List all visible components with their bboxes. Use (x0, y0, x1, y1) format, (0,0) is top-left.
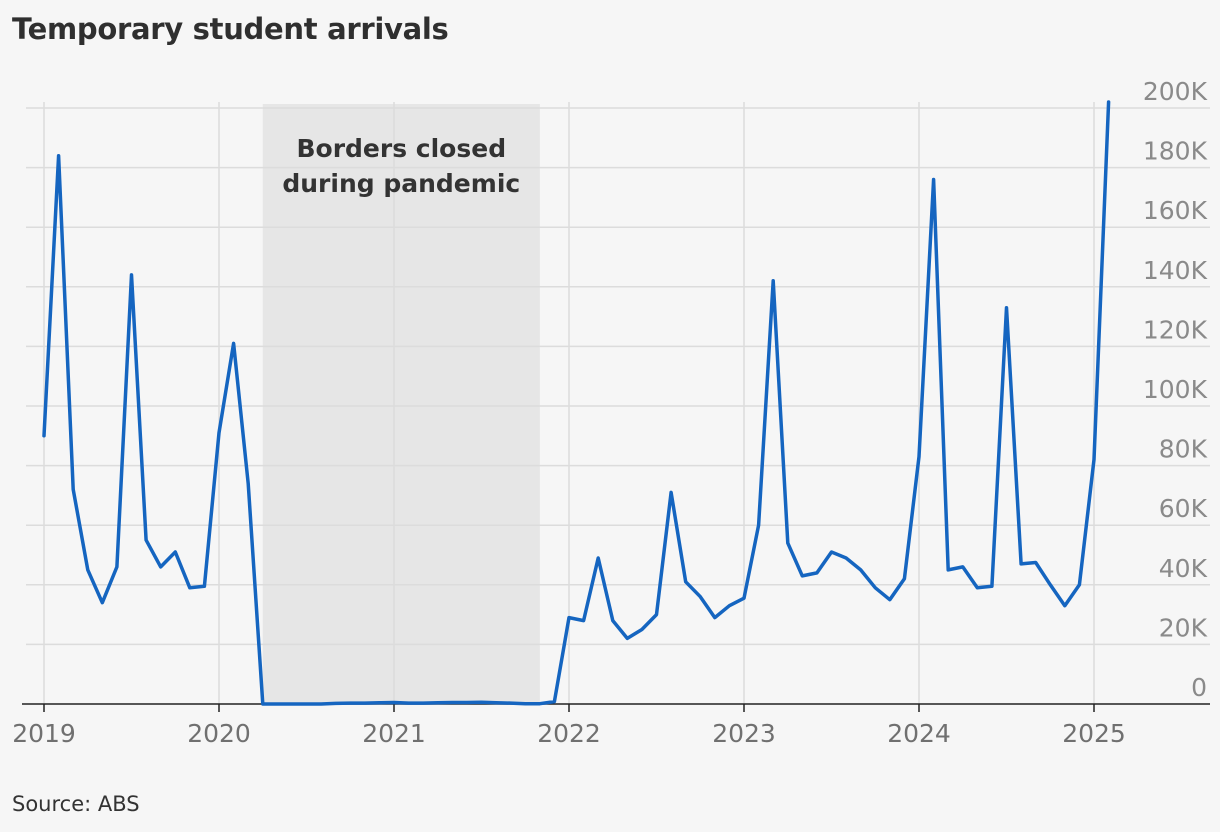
x-tick-label: 2023 (712, 719, 776, 748)
shaded-region (262, 104, 540, 704)
x-tick-label: 2019 (12, 719, 76, 748)
chart-title: Temporary student arrivals (12, 12, 449, 46)
x-tick-label: 2022 (537, 719, 601, 748)
grid-layer (26, 102, 1210, 704)
y-tick-label: 120K (1143, 315, 1208, 344)
y-tick-label: 200K (1143, 77, 1208, 106)
annotation-layer: Borders closed during pandemic (282, 134, 520, 198)
y-tick-label: 180K (1143, 137, 1208, 166)
y-tick-label: 160K (1143, 196, 1208, 225)
source-note: Source: ABS (12, 792, 140, 816)
series-layer (42, 100, 1111, 706)
x-tick-label: 2025 (1062, 719, 1126, 748)
shaded-region-layer (262, 104, 540, 704)
x-tick-label: 2024 (887, 719, 951, 748)
y-tick-label: 140K (1143, 256, 1208, 285)
y-tick-label: 0 (1191, 673, 1207, 702)
shaded-region-label: Borders closed (296, 134, 506, 163)
y-tick-label: 80K (1159, 435, 1208, 464)
shaded-region-label: during pandemic (282, 169, 520, 198)
series-line (42, 100, 1111, 706)
x-tick-label: 2020 (187, 719, 251, 748)
y-tick-label: 60K (1159, 494, 1208, 523)
axis-layer: 0 20K 40K 60K 80K 100K 120K 140K 160K 180K 200K 201… (12, 77, 1210, 748)
y-tick-label: 40K (1159, 554, 1208, 583)
y-tick-label: 20K (1159, 613, 1208, 642)
x-tick-label: 2021 (362, 719, 426, 748)
y-tick-label: 100K (1143, 375, 1208, 404)
